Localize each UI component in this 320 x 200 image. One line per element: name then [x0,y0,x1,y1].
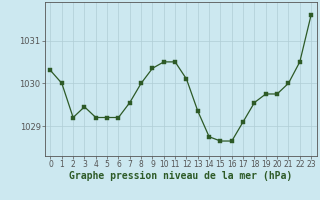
X-axis label: Graphe pression niveau de la mer (hPa): Graphe pression niveau de la mer (hPa) [69,171,292,181]
